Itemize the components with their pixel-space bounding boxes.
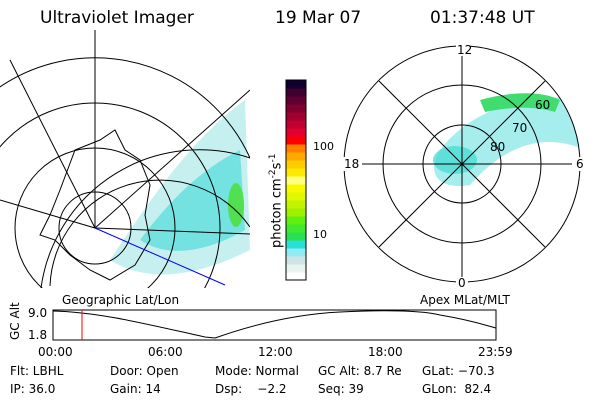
colorbar-segment xyxy=(286,240,306,249)
colorbar-segment xyxy=(286,176,306,185)
colorbar-segment xyxy=(286,192,306,201)
polar-label-lat60: 60 xyxy=(535,98,551,112)
left-map-label: Geographic Lat/Lon xyxy=(62,293,180,307)
glon-info: GLon: 82.4 xyxy=(422,382,492,396)
altitude-xtick: 00:00 xyxy=(38,345,73,359)
colorbar-segment xyxy=(286,224,306,233)
antarctica-coastline xyxy=(39,129,151,281)
colorbar-segment xyxy=(286,264,306,273)
glat-info: GLat: −70.3 xyxy=(422,364,495,378)
colorbar-segment xyxy=(286,168,306,177)
polar-label-midnight: 0 xyxy=(458,276,466,290)
altitude-xtick: 12:00 xyxy=(258,345,293,359)
altitude-xtick: 06:00 xyxy=(148,345,183,359)
colorbar-segment xyxy=(286,256,306,265)
polar-label-dusk: 18 xyxy=(344,157,360,171)
sun-direction-line xyxy=(94,227,226,286)
colorbar-label: photon cm-2s-1 xyxy=(268,153,285,248)
colorbar-segment xyxy=(286,184,306,193)
colorbar-segment xyxy=(286,80,306,89)
ip-info: IP: 36.0 xyxy=(10,382,56,396)
altitude-curve xyxy=(52,310,497,339)
colorbar-segment xyxy=(286,200,306,209)
gc-alt-info: GC Alt: 8.7 Re xyxy=(318,364,402,378)
polar-label-lat70: 70 xyxy=(512,121,528,135)
door-info: Door: Open xyxy=(110,364,179,378)
dsp-info: Dsp: −2.2 xyxy=(215,382,287,396)
colorbar-segment xyxy=(286,152,306,161)
polar-label-lat80: 80 xyxy=(490,140,506,154)
colorbar-segment xyxy=(286,232,306,241)
polar-label-dawn: 6 xyxy=(576,157,584,171)
colorbar xyxy=(285,79,307,281)
altitude-ytick-max: 9.0 xyxy=(28,306,48,320)
colorbar-segment xyxy=(286,128,306,137)
right-map-label: Apex MLat/MLT xyxy=(420,293,510,307)
colorbar-frame xyxy=(285,79,307,281)
colorbar-segment xyxy=(286,112,306,121)
altitude-ytick-min: 1.8 xyxy=(28,328,48,342)
time: 01:37:48 UT xyxy=(430,8,535,28)
altitude-plot xyxy=(52,309,497,341)
filter-info: Flt: LBHL xyxy=(10,364,64,378)
altitude-xtick: 23:59 xyxy=(478,345,513,359)
instrument-title: Ultraviolet Imager xyxy=(40,8,194,28)
colorbar-segment xyxy=(286,120,306,129)
colorbar-segment xyxy=(286,104,306,113)
colorbar-segment xyxy=(286,248,306,257)
colorbar-segment xyxy=(286,272,306,281)
altitude-xtick: 18:00 xyxy=(368,345,403,359)
colorbar-segment xyxy=(286,136,306,145)
mode-info: Mode: Normal xyxy=(215,364,299,378)
colorbar-segment xyxy=(286,160,306,169)
polar-label-noon: 12 xyxy=(457,43,473,57)
colorbar-segment xyxy=(286,216,306,225)
colorbar-segment xyxy=(286,88,306,97)
date: 19 Mar 07 xyxy=(275,8,362,28)
colorbar-tick-100: 100 xyxy=(313,140,334,153)
colorbar-segment xyxy=(286,208,306,217)
seq-info: Seq: 39 xyxy=(318,382,364,396)
polar-plot xyxy=(340,42,586,291)
gain-info: Gain: 14 xyxy=(110,382,161,396)
colorbar-segment xyxy=(286,144,306,153)
colorbar-tick-10: 10 xyxy=(313,228,327,241)
altitude-ylabel: GC Alt xyxy=(8,302,22,340)
colorbar-segment xyxy=(286,96,306,105)
